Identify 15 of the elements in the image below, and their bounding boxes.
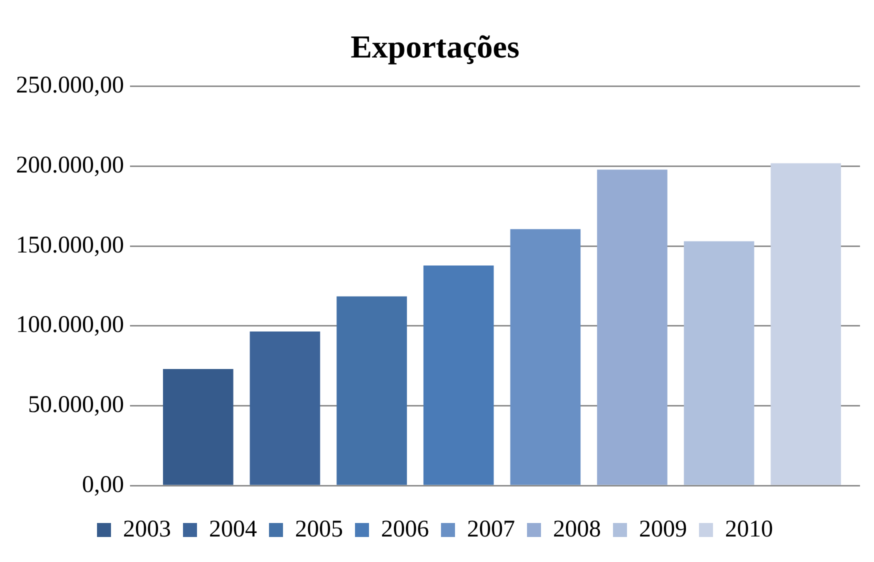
legend-label: 2010: [725, 516, 773, 542]
legend-label: 2005: [295, 516, 343, 542]
y-tick-label: 100.000,00: [16, 312, 124, 338]
y-tick-label: 200.000,00: [16, 152, 124, 179]
y-tick-label: 250.000,00: [16, 72, 124, 99]
y-tick-label: 0,00: [82, 472, 124, 498]
legend-label: 2009: [639, 516, 687, 542]
y-tick-label: 50.000,00: [28, 392, 124, 418]
legend-label: 2003: [123, 516, 171, 542]
legend-label: 2008: [553, 516, 601, 542]
legend-label: 2007: [467, 516, 515, 542]
legend-label: 2004: [209, 516, 257, 542]
chart-title: Exportações: [350, 28, 520, 64]
legend-label: 2006: [381, 516, 429, 542]
y-tick-label: 150.000,00: [16, 232, 124, 258]
